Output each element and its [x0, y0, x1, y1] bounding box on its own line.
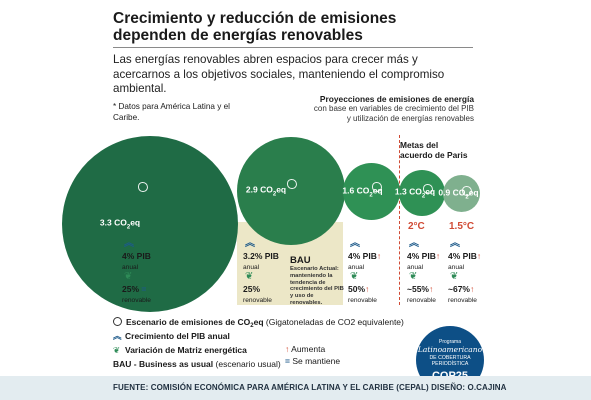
globe-outline-icon [113, 317, 122, 326]
legend-emissions: Escenario de emisiones de CO2eq (Gigaton… [113, 317, 404, 331]
emission-bubble-2: 2.9 CO2eq [237, 137, 345, 245]
renewable-stat-5: ~67%↑ renovable [448, 284, 477, 304]
globe-icon [423, 184, 433, 194]
legend-same: = Se mantiene [285, 356, 341, 366]
renewable-stat-3: 50%↑ renovable [348, 284, 377, 304]
renewable-stat-2: 25% renovable [243, 284, 272, 304]
chevron-up-icon: ︽ [350, 238, 360, 249]
legend-bau: BAU - Business as usual (escenario usual… [113, 359, 281, 369]
sprout-icon: ❦ [350, 271, 359, 282]
globe-icon [287, 179, 297, 189]
globe-icon [372, 182, 382, 192]
page-title: Crecimiento y reducción de emisiones dep… [113, 10, 397, 44]
emission-bubble-5: 0.9 CO2eq [438, 175, 480, 212]
temp-1-5c: 1.5°C [449, 221, 475, 232]
data-note: * Datos para América Latina y el Caribe. [113, 102, 230, 122]
paris-divider [399, 135, 400, 305]
sprout-icon: ❦ [450, 271, 459, 282]
chevron-up-icon: ︽ [124, 238, 134, 249]
gdp-stat-2: 3.2% PIB anual [243, 251, 279, 271]
source-credit: FUENTE: COMISIÓN ECONÓMICA PARA AMÉRICA … [113, 383, 507, 392]
title-divider [113, 47, 473, 48]
globe-icon [462, 186, 472, 196]
projections-subtitle: con base en variables de crecimiento del… [313, 104, 474, 123]
emission-label: 1.6 CO2eq [342, 185, 383, 198]
globe-icon [138, 182, 148, 192]
emission-label: 3.3 CO2eq [99, 217, 141, 231]
sprout-icon: ❦ [409, 271, 418, 282]
renewable-stat-1: 25% = renovable [122, 284, 151, 304]
emission-bubble-3: 1.6 CO2eq [342, 163, 400, 220]
bau-description: Escenario Actual: manteniendo la tendenc… [290, 266, 344, 306]
emission-bubble-1: 3.3 CO2eq [62, 136, 238, 312]
gdp-stat-1: 4% PIB anual [122, 251, 151, 271]
chevron-up-icon: ︽ [409, 238, 419, 249]
renewable-stat-4: ~55%↑ renovable [407, 284, 436, 304]
sprout-icon: ❦ [113, 345, 121, 355]
legend-gdp: ︽ Crecimiento del PIB anual [113, 331, 230, 341]
intro-text: Las energías renovables abren espacios p… [113, 53, 445, 95]
bau-label: BAU [290, 255, 311, 266]
projections-title: Proyecciones de emisiones de energía [319, 94, 474, 104]
sprout-icon: ❦ [245, 271, 254, 282]
footer-bar: FUENTE: COMISIÓN ECONÓMICA PARA AMÉRICA … [0, 376, 591, 400]
emission-label: 2.9 CO2eq [245, 184, 287, 198]
legend-matrix: ❦ Variación de Matriz energética [113, 345, 247, 355]
chevron-up-icon: ︽ [450, 238, 460, 249]
gdp-stat-5: 4% PIB↑ anual [448, 251, 482, 271]
paris-goals-title: Metas del acuerdo de Paris [400, 140, 468, 160]
sprout-icon: ❦ [124, 271, 133, 282]
emission-label: 0.9 CO2eq [438, 187, 479, 200]
chevron-up-icon: ︽ [113, 331, 122, 341]
chevron-up-icon: ︽ [245, 238, 255, 249]
legend-increase: ↑ Aumenta [285, 344, 326, 354]
temp-2c: 2°C [408, 221, 425, 232]
gdp-stat-4: 4% PIB↑ anual [407, 251, 441, 271]
emission-label: 1.3 CO2eq [394, 186, 436, 200]
emission-bubble-4: 1.3 CO2eq [395, 170, 445, 216]
gdp-stat-3: 4% PIB↑ anual [348, 251, 382, 271]
